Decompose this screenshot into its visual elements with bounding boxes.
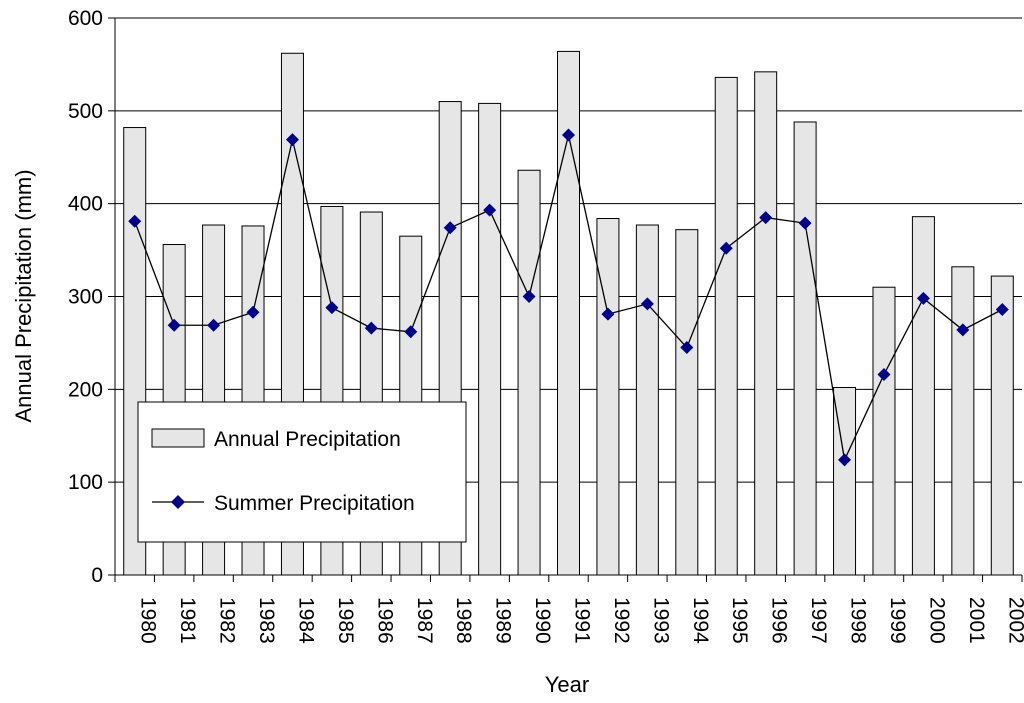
point-summer-2000 [916, 291, 930, 305]
point-summer-1985 [325, 301, 339, 315]
point-summer-1981 [167, 318, 181, 332]
point-summer-1994 [680, 341, 694, 355]
bar-annual-2000 [911, 216, 935, 576]
point-summer-1997 [798, 216, 812, 230]
bar-annual-1990 [517, 169, 541, 576]
y-tick-label: 600 [68, 7, 103, 30]
legend-box [137, 401, 467, 543]
bar-annual-1994 [675, 229, 699, 576]
x-tick-label: 1985 [334, 597, 357, 644]
x-tick-label: 1995 [728, 597, 751, 644]
point-summer-2001 [956, 323, 970, 337]
y-tick-label: 0 [91, 564, 103, 587]
bar-annual-1989 [478, 102, 502, 576]
x-tick-label: 1992 [610, 597, 633, 644]
y-tick-label: 500 [68, 100, 103, 123]
x-tick-label: 2002 [1004, 597, 1024, 644]
bar-annual-1996 [754, 71, 778, 576]
y-tick-label: 300 [68, 286, 103, 309]
bar-annual-2001 [951, 266, 975, 576]
point-summer-1989 [483, 203, 497, 217]
legend: Annual Precipitation Summer Precipitatio… [137, 401, 467, 543]
bar-annual-2002 [990, 275, 1014, 576]
x-tick-label: 1999 [886, 597, 909, 644]
point-summer-1980 [128, 214, 142, 228]
point-summer-1996 [759, 211, 773, 225]
point-summer-1990 [522, 290, 536, 303]
legend-marker-summer [171, 495, 185, 509]
point-summer-1992 [601, 307, 615, 321]
point-summer-1991 [562, 128, 575, 142]
legend-label-summer: Summer Precipitation [214, 492, 415, 515]
point-summer-1983 [246, 305, 260, 319]
x-tick-label: 1989 [492, 597, 515, 644]
point-summer-1982 [207, 318, 221, 332]
point-summer-2002 [995, 302, 1009, 316]
x-tick-label: 1984 [294, 597, 317, 644]
point-summer-1984 [285, 133, 299, 147]
x-tick-label: 1988 [452, 597, 475, 644]
legend-label-annual: Annual Precipitation [214, 428, 401, 451]
point-summer-1988 [443, 221, 457, 235]
bar-annual-1999 [872, 286, 896, 576]
x-tick-label: 1982 [216, 597, 239, 644]
x-tick-label: 1993 [649, 597, 672, 644]
y-tick-label: 200 [68, 378, 103, 401]
point-summer-1986 [364, 321, 378, 335]
point-summer-1999 [877, 367, 891, 381]
y-tick-label: 100 [68, 471, 103, 494]
x-tick-label: 1983 [255, 597, 278, 644]
x-tick-label: 2000 [925, 597, 948, 644]
bar-annual-1993 [635, 224, 659, 576]
y-tick-label: 400 [68, 193, 103, 216]
x-tick-label: 1997 [807, 597, 830, 644]
x-axis-title: Year [545, 672, 589, 697]
bar-annual-1992 [596, 218, 620, 576]
point-summer-1998 [838, 453, 852, 467]
point-summer-1995 [719, 241, 733, 255]
x-tick-label: 1998 [847, 597, 870, 644]
point-summer-1987 [404, 325, 418, 339]
bar-annual-1995 [714, 76, 738, 576]
bar-annual-1997 [793, 121, 817, 576]
x-tick-label: 1996 [768, 597, 791, 644]
x-tick-label: 2001 [965, 597, 988, 644]
x-tick-label: 1981 [176, 597, 199, 644]
point-summer-1993 [640, 297, 654, 311]
x-tick-label: 1980 [137, 597, 160, 644]
x-tick-label: 1987 [413, 597, 436, 644]
x-tick-label: 1991 [571, 597, 594, 644]
x-tick-label: 1994 [689, 597, 712, 644]
x-tick-label: 1990 [531, 597, 554, 644]
legend-swatch-annual [151, 428, 205, 448]
y-axis-title: Annual Precipitation (mm) [11, 169, 36, 422]
x-tick-label: 1986 [373, 597, 396, 644]
